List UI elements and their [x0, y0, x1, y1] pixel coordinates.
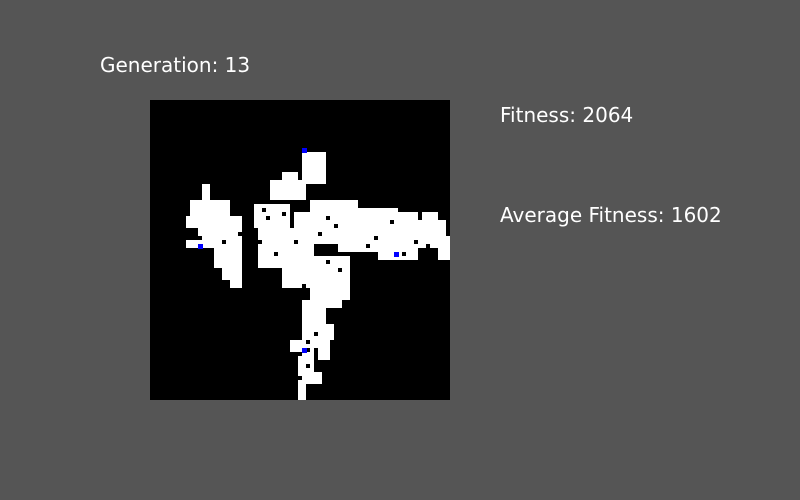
unvisited-cell [314, 348, 318, 352]
unvisited-cell [198, 236, 202, 240]
unvisited-cell [282, 212, 286, 216]
agent-marker [394, 252, 399, 257]
unvisited-cell [294, 200, 298, 204]
unvisited-cell [326, 216, 330, 220]
visited-cell-block [302, 372, 322, 384]
unvisited-cell [402, 252, 406, 256]
visited-cell-block [282, 172, 298, 184]
visited-cell-block [322, 292, 342, 308]
agent-marker [198, 244, 203, 249]
unvisited-cell [238, 232, 242, 236]
agent-marker [302, 148, 307, 153]
unvisited-cell [390, 220, 394, 224]
average-fitness-label: Average Fitness: 1602 [500, 203, 722, 227]
unvisited-cell [342, 252, 346, 256]
unvisited-cell [374, 236, 378, 240]
visited-cell-block [398, 224, 426, 248]
unvisited-cell [334, 224, 338, 228]
unvisited-cell [418, 252, 422, 256]
visited-cell-block [230, 280, 242, 288]
unvisited-cell [306, 364, 310, 368]
visited-cell-block [190, 200, 230, 216]
maze-grid [150, 100, 450, 400]
visited-cell-block [222, 268, 242, 280]
unvisited-cell [262, 208, 266, 212]
unvisited-cell [238, 212, 242, 216]
unvisited-cell [274, 252, 278, 256]
unvisited-cell [314, 252, 318, 256]
agent-marker [302, 348, 307, 353]
unvisited-cell [318, 232, 322, 236]
fitness-label: Fitness: 2064 [500, 103, 634, 127]
unvisited-cell [326, 260, 330, 264]
visited-cell-block [302, 300, 326, 324]
visited-cell-block [214, 248, 242, 268]
visited-cell-block [202, 184, 210, 204]
visited-cell-block [302, 152, 326, 184]
unvisited-cell [314, 332, 318, 336]
unvisited-cell [222, 240, 226, 244]
unvisited-cell [350, 276, 354, 280]
visited-cell-block [298, 380, 306, 400]
unvisited-cell [266, 216, 270, 220]
visited-cell-block [282, 244, 314, 288]
visited-cell-block [382, 208, 398, 216]
unvisited-cell [250, 204, 254, 208]
unvisited-cell [370, 272, 374, 276]
unvisited-cell [294, 240, 298, 244]
unvisited-cell [338, 268, 342, 272]
visited-cell-block [186, 216, 242, 228]
visited-cell-block [438, 244, 450, 260]
unvisited-cell [302, 284, 306, 288]
unvisited-cell [306, 348, 310, 352]
unvisited-cell [306, 204, 310, 208]
unvisited-cell [366, 244, 370, 248]
unvisited-cell [246, 260, 250, 264]
visited-cell-block [318, 344, 330, 360]
generation-label: Generation: 13 [100, 53, 251, 77]
unvisited-cell [258, 240, 262, 244]
visited-cell-block [270, 180, 306, 200]
maze-canvas [186, 148, 450, 400]
unvisited-cell [414, 240, 418, 244]
